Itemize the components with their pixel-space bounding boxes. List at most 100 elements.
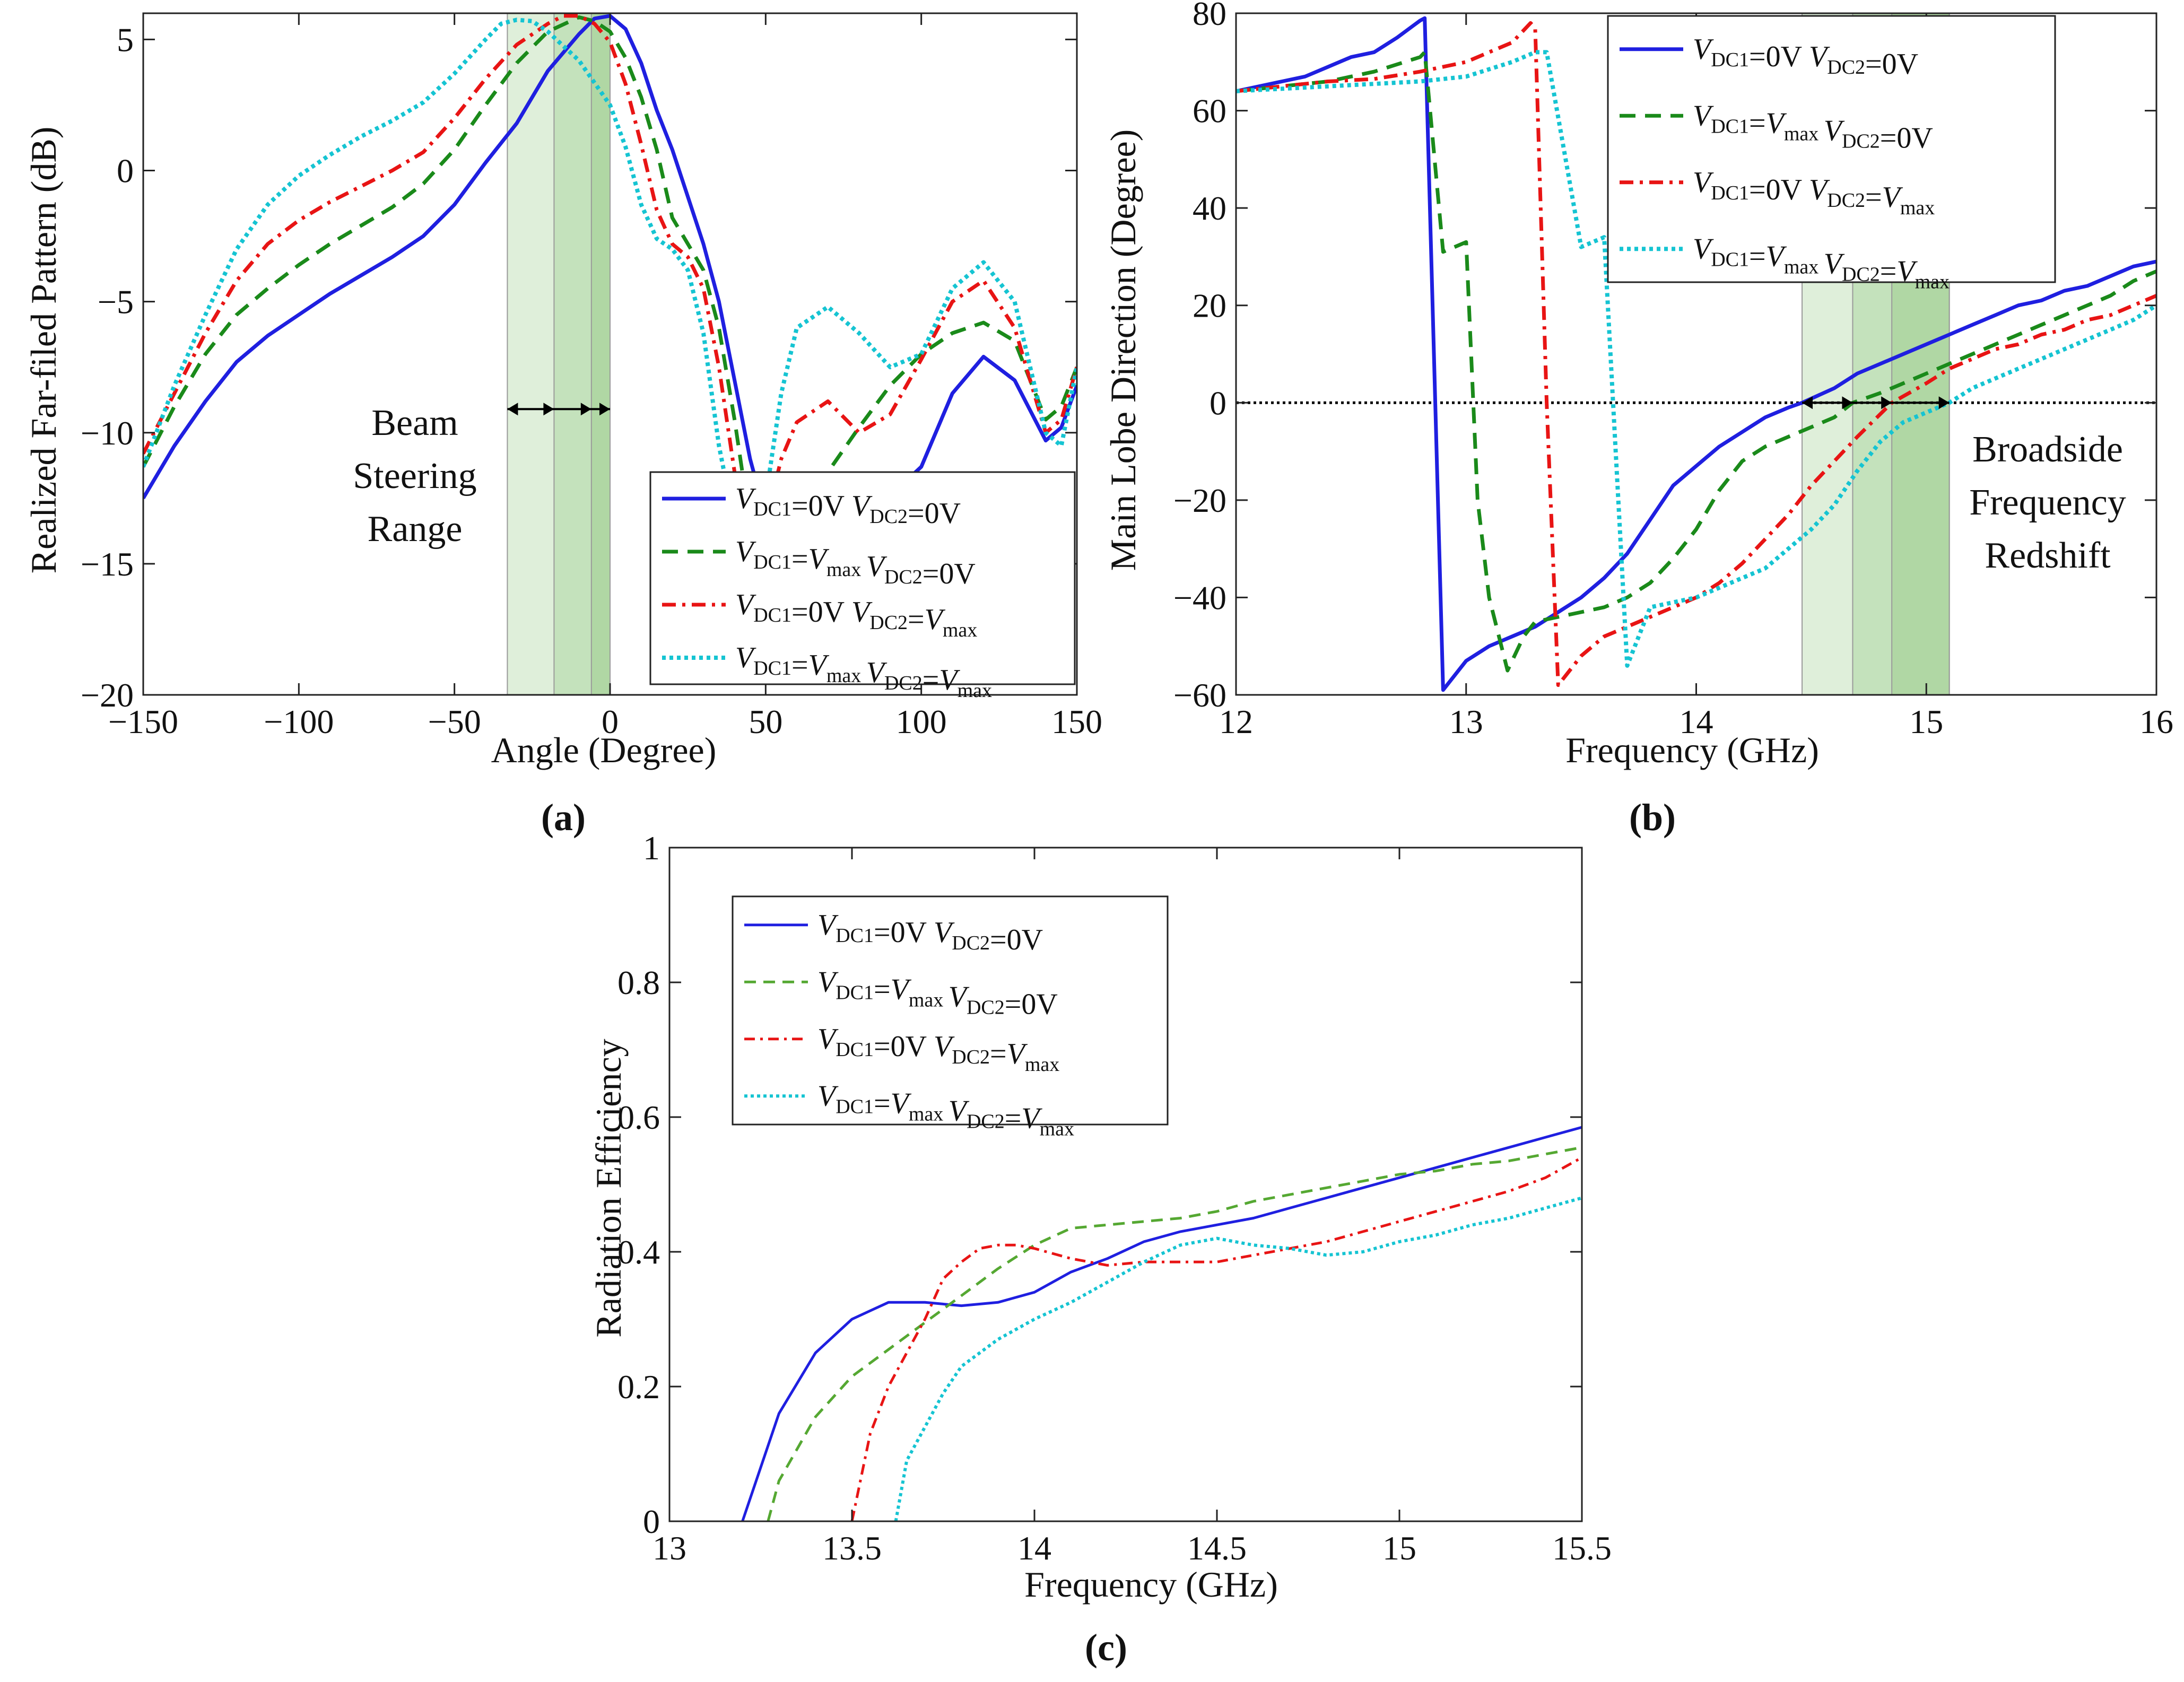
series-line-b-sm0 <box>1236 50 2156 673</box>
axes-frame-c <box>668 847 1583 1522</box>
x-tick-label-a: −50 <box>428 703 481 740</box>
y-tick-label-c: 1 <box>643 829 660 867</box>
y-tick-label-c: 0.8 <box>617 964 660 1001</box>
y-tick-label-b: −60 <box>1173 676 1226 714</box>
x-tick-label-b: 15 <box>1909 703 1943 740</box>
arrow-head-b-1 <box>1842 396 1853 409</box>
annotation-line-1: Broadside <box>1972 429 2123 470</box>
y-tick-label-a: 5 <box>117 21 134 58</box>
annotation-line-2: Steering <box>353 456 476 496</box>
panel-a-far-field-pattern: −150 −100 −50 0 50 100 150−20−15−10−505VDC1=0V… <box>23 12 1102 839</box>
x-tick-label-a: 100 <box>896 703 947 740</box>
x-tick-label-b: 16 <box>2139 703 2173 740</box>
y-tick-label-b: −20 <box>1173 482 1226 519</box>
legend-label-a-s0m: VDC1=0V VDC2=Vmax <box>735 588 977 641</box>
x-tick-label-a: 0 <box>602 703 619 740</box>
y-tick-label-c: 0.4 <box>617 1233 660 1271</box>
x-tick-label-c: 15.5 <box>1552 1529 1612 1567</box>
x-tick-label-c: 15 <box>1382 1529 1416 1567</box>
series-line-c-sm0 <box>767 1146 1582 1521</box>
y-tick-label-c: 0.2 <box>617 1368 660 1406</box>
x-tick-label-a: −150 <box>108 703 178 740</box>
x-axis-label-b: Frequency (GHz) <box>1565 730 1819 770</box>
panel-label-c: (c) <box>1085 1626 1127 1669</box>
panel-label-b: (b) <box>1629 796 1676 839</box>
x-tick-label-a: 150 <box>1051 703 1102 740</box>
series-line-b-s0m <box>1236 21 2156 687</box>
panel-c-radiation-efficiency: 13 13.5 14 14.5 15 15.5 0 0.2 0.4 0.6 0.8 1 VDC1=0V … <box>588 829 1612 1669</box>
x-tick-label-a: −100 <box>264 703 334 740</box>
series-line-a-sm0 <box>143 15 1077 527</box>
y-tick-label-a: −5 <box>98 283 134 321</box>
legend-box-b <box>1607 15 2056 283</box>
series-line-a-smm <box>143 18 1077 527</box>
series-line-b-smm <box>1236 50 2156 668</box>
legend-box-a <box>649 471 1076 685</box>
y-tick-label-a: −10 <box>81 414 134 452</box>
series-line-c-s00 <box>741 1126 1582 1521</box>
y-tick-label-c: 0 <box>643 1503 660 1540</box>
y-axis-label-b: Main Lobe Direction (Degree) <box>1103 129 1143 571</box>
legend-label-c-sm0: VDC1=Vmax VDC2=0V <box>817 965 1058 1021</box>
shade-band-a-2 <box>590 13 611 695</box>
legend-label-c-s0m: VDC1=0V VDC2=Vmax <box>817 1023 1059 1076</box>
x-tick-label-c: 14 <box>1017 1529 1051 1567</box>
shade-band-a-0 <box>507 13 611 695</box>
y-tick-label-b: 80 <box>1193 0 1226 32</box>
legend-c: VDC1=0V VDC2=0V VDC1=Vmax VDC2=0VVDC1=0V … <box>732 895 1169 1140</box>
arrow-head-a-2 <box>580 403 591 416</box>
legend-label-b-s0m: VDC1=0V VDC2=Vmax <box>1693 166 1935 219</box>
y-tick-label-a: 0 <box>117 152 134 190</box>
y-tick-label-b: 40 <box>1193 189 1226 227</box>
series-group-c <box>741 1126 1582 1521</box>
arrow-head-b-2 <box>1881 396 1892 409</box>
annotation-broadside-redshift: Broadside Frequency Redshift <box>1969 429 2126 576</box>
annotation-line-1: Beam <box>371 403 458 443</box>
plot-area-a: −150 −100 −50 0 50 100 150−20−15−10−505VDC1=0V… <box>81 12 1102 740</box>
y-axis-label-c: Radiation Efficiency <box>588 1039 629 1337</box>
legend-label-a-sm0: VDC1=Vmax VDC2=0V <box>735 535 976 590</box>
legend-b: VDC1=0V VDC2=0V VDC1=Vmax VDC2=0V VDC1=0V … <box>1607 15 2056 293</box>
panel-label-a: (a) <box>541 796 586 839</box>
arrow-head-a-1 <box>543 403 554 416</box>
series-group-b <box>1236 16 2156 692</box>
y-tick-label-a: −15 <box>81 545 134 583</box>
arrow-head-b-3 <box>1938 396 1950 409</box>
y-axis-label-a: Realized Far-filed Pattern (dB) <box>23 127 64 574</box>
x-tick-label-b: 14 <box>1680 703 1713 740</box>
legend-label-b-smm: VDC1=Vmax VDC2=Vmax <box>1693 232 1950 293</box>
series-line-c-s0m <box>850 1156 1582 1521</box>
x-tick-label-c: 13.5 <box>822 1529 882 1567</box>
x-axis-label-a: Angle (Degree) <box>491 730 717 770</box>
x-tick-label-b: 13 <box>1449 703 1483 740</box>
shade-band-a-1 <box>553 13 611 695</box>
arrow-head-b-0 <box>1802 396 1813 409</box>
y-tick-label-a: −20 <box>81 676 134 714</box>
legend-label-c-s00: VDC1=0V VDC2=0V <box>817 909 1043 956</box>
legend-label-c-smm: VDC1=Vmax VDC2=Vmax <box>817 1079 1074 1140</box>
plot-area-b: 12 13 14 15 16 −60 −40 −20 0 20 40 60 80 VDC1=0V VDC2… <box>1173 0 2173 740</box>
x-tick-label-c: 14.5 <box>1187 1529 1247 1567</box>
steering-arrows-b <box>1802 396 1950 409</box>
x-axis-label-c: Frequency (GHz) <box>1024 1564 1278 1605</box>
panel-b-main-lobe-direction: 12 13 14 15 16 −60 −40 −20 0 20 40 60 80 VDC1=0V VDC2… <box>1103 0 2173 839</box>
plot-area-c: 13 13.5 14 14.5 15 15.5 0 0.2 0.4 0.6 0.8 1 VDC1=0V … <box>617 829 1612 1567</box>
arrow-head-a-3 <box>599 403 610 416</box>
y-tick-label-b: 20 <box>1193 287 1226 325</box>
legend-label-b-sm0: VDC1=Vmax VDC2=0V <box>1693 99 1933 154</box>
steering-arrows-a <box>507 403 610 416</box>
annotation-line-3: Redshift <box>1985 535 2111 576</box>
series-line-c-smm <box>894 1196 1582 1521</box>
x-tick-label-b: 12 <box>1219 703 1253 740</box>
series-line-a-s0m <box>143 14 1077 527</box>
annotation-line-2: Frequency <box>1969 482 2126 523</box>
series-line-b-s00 <box>1236 16 2156 692</box>
legend-label-b-s00: VDC1=0V VDC2=0V <box>1693 33 1918 81</box>
y-tick-label-c: 0.6 <box>617 1099 660 1136</box>
legend-box-c <box>732 895 1169 1126</box>
legend-label-a-smm: VDC1=Vmax VDC2=Vmax <box>735 641 992 702</box>
y-tick-label-b: −40 <box>1173 579 1226 616</box>
y-tick-label-b: 0 <box>1210 384 1226 422</box>
legend-a: VDC1=0V VDC2=0V VDC1=Vmax VDC2=0VVDC1=0V … <box>649 471 1076 702</box>
